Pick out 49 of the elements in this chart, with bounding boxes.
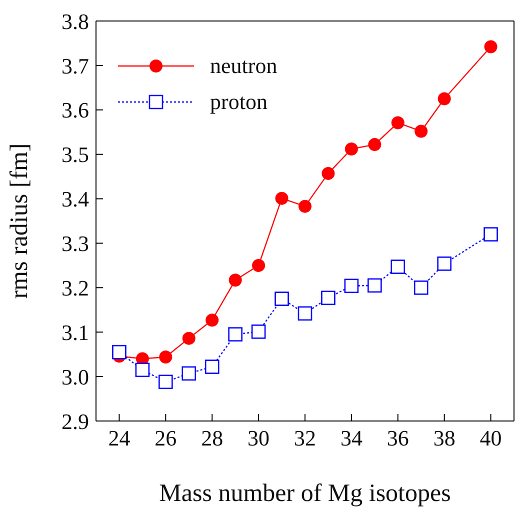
x-tick-label: 30 — [248, 426, 270, 451]
point — [298, 306, 312, 321]
x-tick-label: 40 — [480, 426, 502, 451]
point — [204, 360, 220, 374]
x-tick-label: 24 — [108, 426, 130, 451]
point — [159, 350, 172, 364]
y-tick-label: 3.8 — [62, 8, 89, 34]
point — [390, 260, 406, 274]
point — [135, 362, 150, 378]
y-tick-label: 3.0 — [62, 364, 89, 390]
point — [321, 290, 336, 306]
legend-label: neutron — [210, 53, 278, 79]
y-tick-label: 3.5 — [62, 142, 89, 168]
point — [206, 314, 219, 327]
point — [228, 274, 242, 287]
y-tick-label: 3.4 — [62, 186, 89, 212]
x-tick-label: 32 — [294, 426, 316, 451]
x-tick-label: 38 — [433, 426, 456, 451]
y-tick-label: 3.3 — [62, 231, 89, 256]
y-tick-label: 3.7 — [62, 53, 89, 78]
point — [275, 192, 288, 205]
point — [252, 258, 266, 272]
point — [322, 166, 335, 180]
point — [391, 116, 404, 130]
x-axis-title: Mass number of Mg isotopes — [159, 480, 451, 507]
x-tick-label: 28 — [201, 426, 224, 451]
y-tick-label: 2.9 — [62, 408, 89, 434]
y-tick-label: 3.2 — [62, 275, 89, 300]
point — [438, 92, 451, 106]
point — [344, 142, 358, 156]
point — [368, 278, 382, 293]
point — [298, 200, 312, 213]
legend-label: proton — [210, 89, 268, 115]
y-tick-label: 3.1 — [62, 320, 89, 345]
point — [368, 138, 382, 152]
point — [414, 124, 428, 138]
point — [344, 278, 359, 294]
y-tick-label: 3.6 — [62, 98, 89, 123]
point — [251, 324, 266, 339]
point — [112, 344, 126, 360]
point — [158, 374, 173, 390]
point — [182, 332, 196, 345]
y-axis-title: rms radius [fm] — [6, 143, 33, 299]
point — [182, 366, 196, 381]
x-tick-label: 34 — [340, 426, 362, 451]
x-tick-label: 26 — [154, 426, 177, 451]
point — [484, 40, 498, 54]
x-tick-label: 36 — [386, 426, 409, 451]
point — [414, 280, 428, 295]
